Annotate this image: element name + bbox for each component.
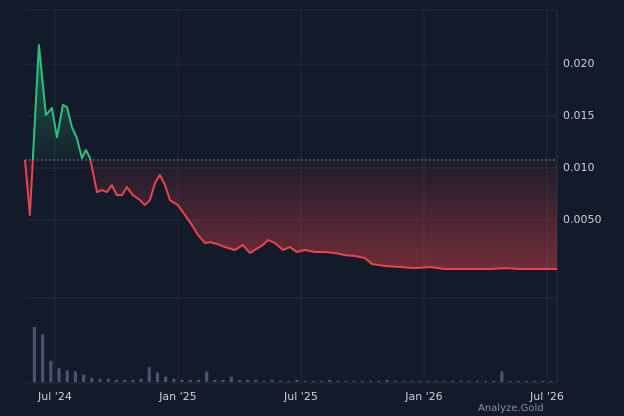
- volume-bar: [311, 380, 315, 382]
- volume-bar: [221, 379, 225, 382]
- volume-bar: [385, 379, 389, 382]
- volume-bar: [483, 380, 488, 382]
- volume-bar: [442, 380, 447, 382]
- volume-bar: [393, 380, 397, 382]
- volume-bar: [451, 380, 455, 382]
- volume-bar: [106, 378, 110, 382]
- volume-bar: [172, 378, 176, 382]
- volume-bar: [262, 380, 266, 382]
- volume-bar: [180, 379, 184, 382]
- volume-bar: [467, 380, 471, 382]
- x-tick-label: Jan '25: [158, 390, 196, 403]
- y-tick-label: 0.015: [563, 109, 595, 122]
- volume-bar: [352, 380, 356, 382]
- volume-bar: [377, 380, 381, 382]
- volume-bar: [57, 368, 61, 382]
- y-tick-label: 0.010: [563, 161, 595, 174]
- volume-bar: [418, 380, 422, 382]
- volume-bar: [32, 327, 37, 382]
- volume-bar: [516, 380, 520, 382]
- volume-bar: [123, 379, 127, 382]
- volume-bar: [369, 380, 373, 382]
- volume-bar: [73, 371, 78, 382]
- volume-bar: [475, 380, 479, 382]
- volume-bar: [82, 374, 86, 382]
- volume-bar: [492, 380, 496, 382]
- y-tick-label: 0.0050: [563, 213, 602, 226]
- volume-bar: [541, 380, 545, 382]
- volume-bar: [401, 380, 406, 382]
- volume-bar: [524, 380, 529, 382]
- price-line: [24, 44, 557, 270]
- baseline-area: [25, 45, 557, 269]
- volume-bar: [205, 371, 209, 382]
- volume-bar: [41, 334, 45, 382]
- volume-bar: [360, 380, 365, 382]
- volume-bar: [131, 379, 135, 382]
- volume-bar: [319, 380, 324, 382]
- volume-bar: [147, 367, 151, 382]
- volume-bar: [229, 376, 233, 382]
- volume-bar: [164, 376, 168, 382]
- volume-bar: [270, 379, 274, 382]
- volume-bar: [90, 377, 94, 382]
- volume-bar: [459, 380, 463, 382]
- volume-bar: [303, 380, 307, 382]
- volume-bar: [508, 380, 512, 382]
- volume-bar: [287, 380, 291, 382]
- volume-bar: [533, 380, 537, 382]
- volume-bar: [434, 380, 438, 382]
- x-tick-label: Jul '26: [529, 390, 564, 403]
- volume-bar: [155, 372, 160, 382]
- volume-bar: [549, 380, 553, 382]
- volume-bar: [426, 380, 430, 382]
- volume-bar: [139, 378, 143, 382]
- volume-bar: [410, 380, 414, 382]
- volume-bar: [336, 380, 340, 382]
- volume-bar: [65, 370, 69, 382]
- volume-bar: [295, 379, 299, 382]
- volume-bar: [344, 380, 348, 382]
- volume-bar: [49, 360, 53, 382]
- volume-bar: [328, 379, 332, 382]
- volume-bar: [254, 379, 258, 382]
- volume-bar: [196, 379, 201, 382]
- y-tick-label: 0.020: [563, 57, 595, 70]
- volume-bar: [213, 379, 217, 382]
- volume-bar: [237, 379, 242, 382]
- watermark: Analyze.Gold: [478, 403, 544, 414]
- x-tick-label: Jul '24: [37, 390, 72, 403]
- volume-bar: [500, 371, 504, 382]
- x-tick-label: Jan '26: [404, 390, 442, 403]
- volume-bar: [278, 380, 283, 382]
- volume-bar: [98, 378, 102, 382]
- volume-bar: [246, 379, 250, 382]
- volume-bar: [188, 379, 192, 382]
- volume-bar: [114, 379, 119, 382]
- x-tick-label: Jul '25: [283, 390, 318, 403]
